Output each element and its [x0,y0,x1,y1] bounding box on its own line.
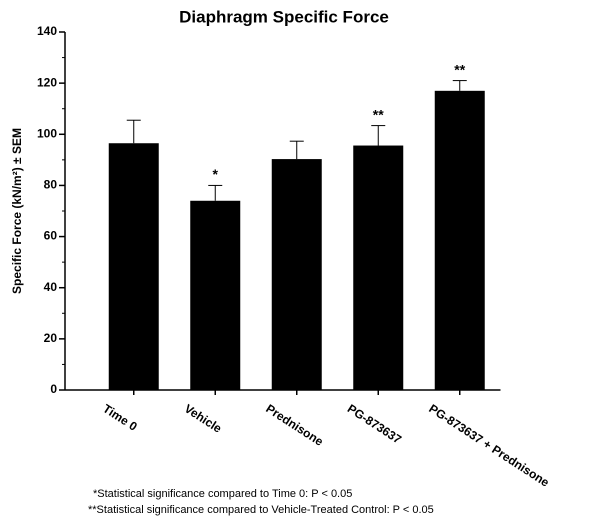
footnote: **Statistical significance compared to V… [88,504,434,516]
y-tick-label: 140 [37,24,57,38]
y-axis-label: Specific Force (kN/m²) ± SEM [10,128,24,294]
significance-label: ** [373,106,384,122]
bar [108,143,159,390]
significance-label: ** [454,61,465,77]
y-tick-label: 60 [44,229,58,243]
footnote: *Statistical significance compared to Ti… [93,488,352,500]
bar [190,200,241,390]
chart-title: Diaphragm Specific Force [179,7,389,26]
y-tick-label: 120 [37,75,57,89]
bar [434,90,485,391]
x-tick-label: Vehicle [182,401,225,435]
x-tick-label: PG-873637 [345,401,404,446]
y-tick-label: 40 [44,280,58,294]
x-tick-label: Prednisone [263,401,326,449]
x-tick-label: Time 0 [100,401,140,434]
y-tick-label: 20 [44,331,58,345]
bar [271,159,322,390]
significance-label: * [213,166,219,182]
y-tick-label: 100 [37,126,57,140]
y-tick-label: 0 [50,382,57,396]
x-tick-label: PG-873637 + Prednisone [426,401,552,489]
y-tick-label: 80 [44,178,58,192]
bar [353,145,404,390]
